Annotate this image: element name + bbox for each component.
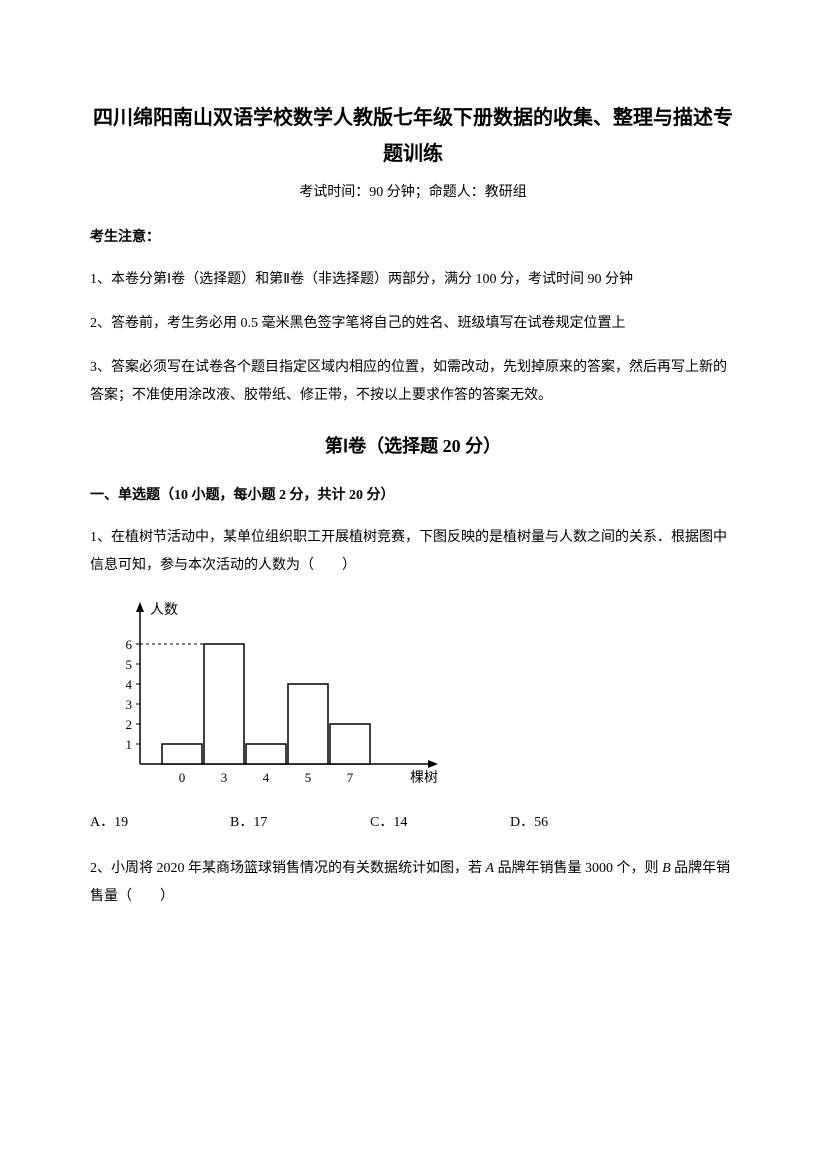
option-d: D．56 [510, 810, 650, 835]
q2-mid1: 品牌年销售量 3000 个，则 [494, 861, 662, 876]
q2-prefix: 2、小周将 2020 年某商场篮球销售情况的有关数据统计如图，若 [90, 861, 486, 876]
question-1-options: A．19 B．17 C．14 D．56 [90, 810, 736, 835]
option-b: B．17 [230, 810, 370, 835]
svg-text:棵树: 棵树 [410, 770, 438, 786]
notice-header: 考生注意： [90, 225, 736, 250]
svg-text:人数: 人数 [150, 602, 178, 618]
svg-text:2: 2 [126, 717, 133, 732]
option-c: C．14 [370, 810, 510, 835]
notice-item-2: 2、答卷前，考生务必用 0.5 毫米黑色签字笔将自己的姓名、班级填写在试卷规定位… [90, 310, 736, 338]
q2-italic-a: A [486, 861, 495, 876]
svg-text:5: 5 [126, 657, 133, 672]
option-a: A．19 [90, 810, 230, 835]
svg-text:5: 5 [305, 770, 312, 785]
question-type-header: 一、单选题（10 小题，每小题 2 分，共计 20 分） [90, 483, 736, 508]
svg-text:6: 6 [126, 637, 133, 652]
notice-item-1: 1、本卷分第Ⅰ卷（选择题）和第Ⅱ卷（非选择题）两部分，满分 100 分，考试时间… [90, 266, 736, 294]
svg-text:4: 4 [126, 677, 133, 692]
svg-text:4: 4 [263, 770, 270, 785]
svg-text:0: 0 [179, 770, 186, 785]
question-2-text: 2、小周将 2020 年某商场篮球销售情况的有关数据统计如图，若 A 品牌年销售… [90, 855, 736, 911]
question-1-text: 1、在植树节活动中，某单位组织职工开展植树竞赛，下图反映的是植树量与人数之间的关… [90, 524, 736, 580]
svg-text:3: 3 [126, 697, 133, 712]
bar-chart: 人数棵树 1 2 3 4 5 6 0 3 4 5 7 [90, 594, 736, 794]
notice-item-3: 3、答案必须写在试卷各个题目指定区域内相应的位置，如需改动，先划掉原来的答案，然… [90, 354, 736, 410]
section-header: 第Ⅰ卷（选择题 20 分） [90, 430, 736, 462]
doc-title: 四川绵阳南山双语学校数学人教版七年级下册数据的收集、整理与描述专题训练 [90, 100, 736, 172]
svg-text:7: 7 [347, 770, 354, 785]
chart-svg: 人数棵树 1 2 3 4 5 6 0 3 4 5 7 [90, 594, 450, 794]
q2-italic-b: B [662, 861, 671, 876]
svg-text:1: 1 [126, 737, 133, 752]
svg-text:3: 3 [221, 770, 228, 785]
doc-subtitle: 考试时间：90 分钟；命题人：教研组 [90, 180, 736, 205]
